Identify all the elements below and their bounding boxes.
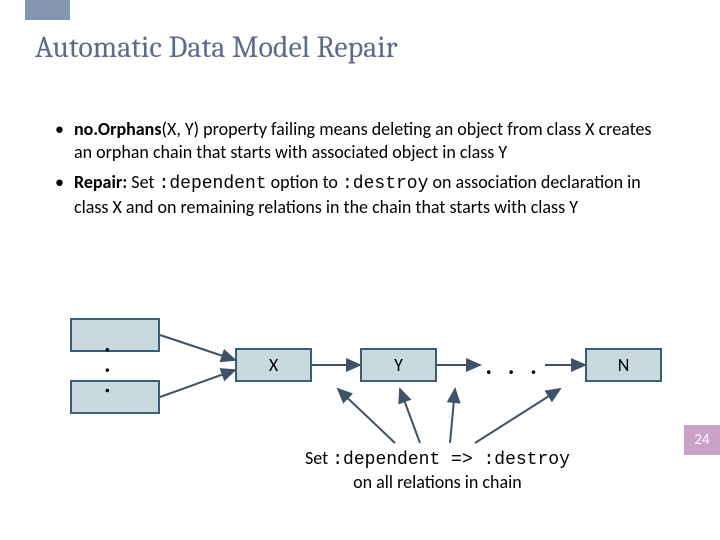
accent-bar: [25, 0, 70, 20]
diagram: . . . X Y . . . N Set :dependent => :des…: [55, 318, 665, 518]
page-title: Automatic Data Model Repair: [35, 30, 397, 65]
bullet-1: • no.Orphans(X, Y) property failing mean…: [55, 118, 665, 165]
bullet-text-2: Repair: Set :dependent option to :destro…: [74, 171, 665, 220]
node-n: N: [585, 348, 662, 382]
node-x: X: [235, 348, 312, 382]
bullets-list: • no.Orphans(X, Y) property failing mean…: [55, 118, 665, 226]
diagram-caption: Set :dependent => :destroy on all relati…: [305, 448, 570, 493]
vertical-dots: . . .: [111, 346, 119, 397]
horizontal-dots: . . .: [485, 346, 541, 383]
bullet-marker: •: [55, 118, 64, 165]
bullet-text-1: no.Orphans(X, Y) property failing means …: [74, 118, 665, 165]
page-number-badge: 24: [684, 425, 720, 455]
node-y: Y: [360, 348, 437, 382]
bullet-2: • Repair: Set :dependent option to :dest…: [55, 171, 665, 220]
bullet-marker: •: [55, 171, 64, 220]
